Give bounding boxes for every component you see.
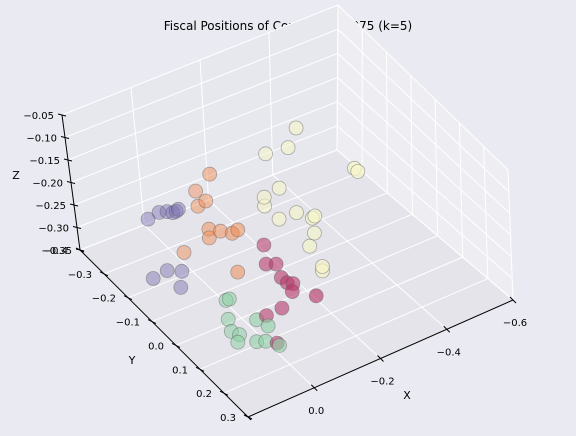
z-tick-label: −0.35 [41, 246, 72, 257]
data-point-cluster-0 [171, 202, 185, 216]
y-tick-label: 0.0 [148, 341, 164, 352]
data-point-cluster-4 [222, 292, 236, 306]
x-axis-label: X [403, 389, 411, 402]
y-tick-label: 0.3 [220, 413, 236, 424]
z-tick-label: −0.25 [35, 201, 66, 212]
z-tick-label: −0.10 [26, 134, 57, 145]
data-point-cluster-2 [351, 164, 365, 178]
z-tick-label: −0.15 [29, 156, 60, 167]
data-point-cluster-3 [257, 238, 271, 252]
z-axis-label: Z [12, 169, 20, 182]
data-point-cluster-3 [309, 289, 323, 303]
data-point-cluster-4 [231, 335, 245, 349]
data-point-cluster-2 [259, 147, 273, 161]
data-point-cluster-4 [221, 312, 235, 326]
data-point-cluster-2 [272, 181, 286, 195]
data-point-cluster-1 [231, 265, 245, 279]
data-point-cluster-2 [281, 141, 295, 155]
y-tick-label: −0.3 [68, 270, 92, 281]
x-tick-label: −0.2 [370, 377, 394, 388]
z-tick-label: −0.30 [38, 224, 69, 235]
data-point-cluster-4 [261, 319, 275, 333]
data-point-cluster-1 [203, 167, 217, 181]
data-point-cluster-0 [160, 264, 174, 278]
data-point-cluster-2 [272, 212, 286, 226]
data-point-cluster-3 [285, 285, 299, 299]
data-point-cluster-2 [308, 209, 322, 223]
data-point-cluster-2 [290, 206, 304, 220]
data-point-cluster-2 [257, 190, 271, 204]
data-point-cluster-2 [303, 239, 317, 253]
data-point-cluster-3 [269, 257, 283, 271]
y-tick-label: −0.2 [92, 294, 116, 305]
y-tick-label: 0.2 [196, 389, 212, 400]
data-point-cluster-1 [177, 246, 191, 260]
x-tick-label: 0.0 [308, 406, 324, 417]
data-point-cluster-0 [146, 272, 160, 286]
data-point-cluster-3 [275, 301, 289, 315]
data-point-cluster-2 [289, 121, 303, 135]
data-point-cluster-1 [231, 223, 245, 237]
x-tick-label: −0.6 [503, 318, 527, 329]
z-tick-label: −0.05 [23, 111, 54, 122]
data-point-cluster-2 [307, 226, 321, 240]
data-point-cluster-2 [315, 260, 329, 274]
y-axis-label: Y [128, 354, 136, 367]
y-tick-label: −0.1 [116, 318, 140, 329]
data-point-cluster-0 [175, 264, 189, 278]
data-point-cluster-1 [199, 194, 213, 208]
y-tick-label: 0.1 [172, 365, 188, 376]
data-point-cluster-4 [273, 338, 287, 352]
z-tick-label: −0.20 [32, 179, 63, 190]
data-point-cluster-0 [174, 280, 188, 294]
x-tick-label: −0.4 [437, 347, 461, 358]
